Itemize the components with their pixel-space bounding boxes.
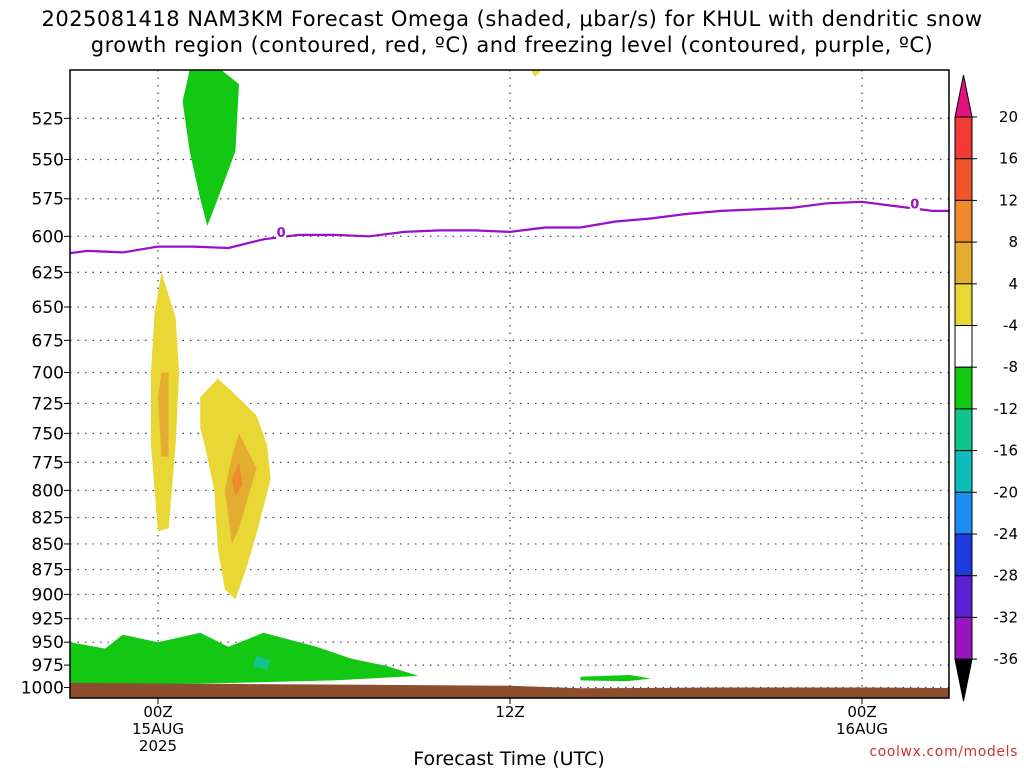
omega-region [158, 372, 169, 457]
x-tick-label: 00Z [143, 703, 172, 721]
colorbar-swatch [954, 533, 973, 577]
colorbar-swatch [954, 450, 973, 493]
freezing-level-line [70, 200, 949, 255]
colorbar-swatch [954, 366, 973, 410]
colorbar-swatch [954, 199, 973, 243]
colorbar-swatch [954, 116, 973, 160]
omega-region [253, 656, 271, 670]
watermark: coolwx.com/models [869, 744, 1018, 760]
x-tick-label: 2025 [139, 737, 177, 755]
chart-title-line2: growth region (contoured, red, ºC) and f… [90, 33, 934, 57]
y-tick-label: 700 [32, 363, 64, 383]
y-tick-label: 750 [32, 424, 64, 444]
y-tick-label: 825 [32, 509, 64, 529]
y-tick-label: 775 [32, 453, 64, 473]
colorbar-tick-label: 20 [999, 108, 1018, 126]
colorbar-swatch [954, 575, 973, 618]
omega-colorbar: 20 16 12 8 4 -4 -8 -12 -16 -20 -24 -28 -32 -36 [954, 74, 1019, 702]
terrain-polygon [70, 682, 949, 698]
terrain-fill [70, 682, 949, 698]
colorbar-tick-label: -24 [994, 525, 1019, 543]
y-tick-label: 525 [32, 109, 64, 129]
y-tick-label: 625 [32, 263, 64, 283]
colorbar-tick-label: 16 [999, 150, 1018, 168]
colorbar-tick-label: -28 [994, 567, 1019, 585]
colorbar-tick-label: 8 [1008, 233, 1018, 251]
contour-label-bg [909, 195, 920, 211]
colorbar-swatch [954, 241, 973, 285]
y-tick-label: 725 [32, 394, 64, 414]
colorbar-swatch [954, 283, 973, 326]
y-tick-label: 1000 [21, 678, 64, 698]
colorbar-swatch [954, 491, 973, 535]
y-tick-label: 875 [32, 561, 64, 581]
y-tick-label: 975 [32, 656, 64, 676]
colorbar-bottom-arrow [954, 658, 973, 702]
colorbar-swatch [954, 158, 973, 201]
y-tick-label: 850 [32, 535, 64, 555]
colorbar-tick-label: -12 [994, 400, 1019, 418]
colorbar-tick-label: -32 [994, 608, 1019, 626]
colorbar-swatch [954, 616, 973, 660]
y-tick-label: 675 [32, 331, 64, 351]
x-tick-label: 00Z [847, 703, 876, 721]
colorbar-swatch [954, 325, 973, 368]
colorbar-tick-label: -4 [1003, 317, 1018, 335]
y-axis-ticks: 525 550 575 600 625 650 675 700 725 750 775 800 825 8… [21, 109, 70, 698]
omega-region [224, 433, 257, 544]
x-axis-label: Forecast Time (UTC) [413, 748, 604, 768]
omega-region [70, 632, 419, 685]
colorbar-tick-label: -16 [994, 442, 1019, 460]
x-tick-label: 12Z [495, 703, 524, 721]
y-tick-label: 550 [32, 150, 64, 170]
x-axis-ticks: 00Z15AUG202512Z00Z16AUG12Z00Z17AUG [132, 698, 888, 755]
y-tick-label: 925 [32, 610, 64, 630]
contour-label: 0 [277, 226, 286, 241]
x-tick-label: 15AUG [132, 720, 184, 738]
omega-region [231, 462, 243, 496]
x-tick-label: 16AUG [836, 720, 888, 738]
chart-title-line1: 2025081418 NAM3KM Forecast Omega (shaded… [41, 7, 983, 31]
contour-label: 0 [910, 197, 919, 212]
contour-label-bg [276, 223, 287, 239]
y-tick-label: 575 [32, 190, 64, 210]
colorbar-tick-label: -36 [994, 650, 1019, 668]
colorbar-tick-label: 4 [1008, 275, 1018, 293]
y-tick-label: 650 [32, 298, 64, 318]
y-tick-label: 900 [32, 585, 64, 605]
omega-region [182, 70, 239, 226]
omega-region [531, 70, 542, 78]
colorbar-swatch [954, 408, 973, 452]
colorbar-tick-label: 12 [999, 191, 1018, 209]
freezing-level-contour [70, 200, 949, 255]
y-tick-label: 600 [32, 227, 64, 247]
omega-shading [70, 70, 651, 685]
colorbar-tick-label: -8 [1003, 358, 1018, 376]
y-tick-label: 950 [32, 633, 64, 653]
y-tick-label: 800 [32, 481, 64, 501]
colorbar-top-arrow [954, 74, 973, 118]
omega-region [580, 675, 651, 682]
colorbar-tick-label: -20 [994, 483, 1019, 501]
